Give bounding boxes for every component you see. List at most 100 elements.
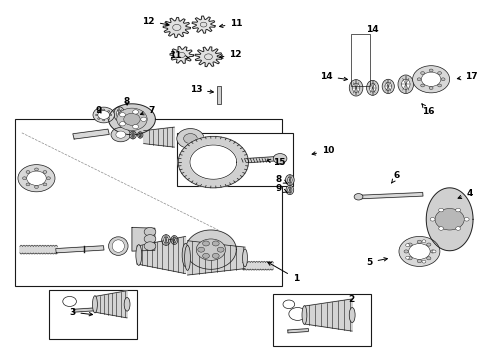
Circle shape <box>439 208 443 212</box>
Polygon shape <box>163 18 191 37</box>
Circle shape <box>212 241 219 246</box>
Text: 14: 14 <box>320 72 347 81</box>
Circle shape <box>120 122 125 126</box>
Circle shape <box>96 114 98 116</box>
Circle shape <box>464 217 469 221</box>
Text: 11: 11 <box>169 51 189 60</box>
Ellipse shape <box>185 246 191 270</box>
Polygon shape <box>190 145 237 179</box>
Ellipse shape <box>398 75 414 94</box>
Ellipse shape <box>349 307 355 323</box>
Ellipse shape <box>182 243 189 267</box>
Circle shape <box>406 244 410 247</box>
Circle shape <box>427 243 431 246</box>
Circle shape <box>34 186 38 188</box>
Circle shape <box>417 78 421 81</box>
Polygon shape <box>188 241 245 275</box>
Text: 8: 8 <box>124 97 130 106</box>
Circle shape <box>417 260 421 263</box>
Text: 5: 5 <box>367 258 388 267</box>
Ellipse shape <box>367 80 379 95</box>
Circle shape <box>273 154 287 163</box>
Circle shape <box>422 240 426 243</box>
Circle shape <box>202 253 209 258</box>
Circle shape <box>144 235 156 243</box>
Circle shape <box>108 118 110 120</box>
Ellipse shape <box>288 177 292 183</box>
Ellipse shape <box>171 235 178 244</box>
Circle shape <box>202 241 209 246</box>
Bar <box>49 290 137 339</box>
Circle shape <box>427 257 431 260</box>
Polygon shape <box>195 47 222 67</box>
Ellipse shape <box>413 66 450 93</box>
Circle shape <box>34 168 38 171</box>
Circle shape <box>421 84 424 87</box>
Circle shape <box>198 247 204 252</box>
Text: 3: 3 <box>69 308 93 317</box>
Polygon shape <box>186 230 236 269</box>
Ellipse shape <box>385 82 392 90</box>
Circle shape <box>432 250 436 253</box>
Ellipse shape <box>114 107 124 121</box>
Ellipse shape <box>286 185 294 195</box>
Polygon shape <box>357 193 423 199</box>
Ellipse shape <box>124 297 130 311</box>
Ellipse shape <box>164 237 169 243</box>
Ellipse shape <box>286 175 294 185</box>
Text: 13: 13 <box>190 85 213 94</box>
Circle shape <box>177 129 204 149</box>
Circle shape <box>110 114 112 116</box>
Circle shape <box>408 257 412 260</box>
Circle shape <box>108 111 110 112</box>
Circle shape <box>200 22 207 27</box>
Text: 15: 15 <box>267 158 286 167</box>
Circle shape <box>47 177 50 180</box>
Circle shape <box>212 253 219 258</box>
Circle shape <box>124 113 140 125</box>
Ellipse shape <box>172 238 176 243</box>
Circle shape <box>456 208 461 212</box>
Ellipse shape <box>136 245 142 265</box>
Ellipse shape <box>131 133 135 137</box>
Ellipse shape <box>354 194 363 200</box>
Bar <box>15 119 282 287</box>
Ellipse shape <box>162 235 171 246</box>
Ellipse shape <box>352 83 360 93</box>
Polygon shape <box>73 129 109 139</box>
Bar <box>273 294 371 346</box>
Text: 17: 17 <box>457 72 478 81</box>
Circle shape <box>102 109 105 111</box>
Circle shape <box>117 108 147 130</box>
Text: 9: 9 <box>276 184 288 193</box>
Circle shape <box>178 53 185 58</box>
Polygon shape <box>170 46 194 63</box>
Ellipse shape <box>98 111 110 119</box>
Circle shape <box>417 240 421 243</box>
Ellipse shape <box>18 165 55 192</box>
Polygon shape <box>426 188 473 251</box>
Ellipse shape <box>139 133 142 137</box>
Circle shape <box>429 87 433 90</box>
Circle shape <box>133 110 139 114</box>
Circle shape <box>435 208 464 230</box>
Ellipse shape <box>288 188 292 193</box>
Circle shape <box>111 127 130 142</box>
Circle shape <box>144 242 156 250</box>
Ellipse shape <box>369 84 376 92</box>
Text: 8: 8 <box>276 175 288 184</box>
Text: 12: 12 <box>220 50 242 59</box>
Circle shape <box>438 84 441 87</box>
Text: 14: 14 <box>367 26 379 35</box>
Ellipse shape <box>109 237 128 255</box>
Ellipse shape <box>27 171 46 185</box>
Circle shape <box>196 239 225 260</box>
Polygon shape <box>178 136 248 188</box>
Circle shape <box>98 118 100 120</box>
Polygon shape <box>56 246 104 253</box>
Text: 4: 4 <box>458 189 473 199</box>
Ellipse shape <box>243 249 247 267</box>
Circle shape <box>421 72 424 75</box>
Bar <box>351 33 370 86</box>
Text: 7: 7 <box>141 106 155 115</box>
